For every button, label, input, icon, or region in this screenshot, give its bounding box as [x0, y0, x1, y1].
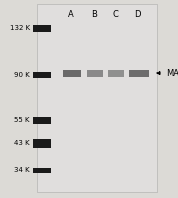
Text: 43 K: 43 K	[14, 140, 30, 146]
Text: 132 K: 132 K	[10, 25, 30, 31]
Bar	[33, 116, 51, 124]
Bar	[33, 138, 51, 148]
Bar	[63, 69, 81, 76]
Text: A: A	[68, 10, 74, 19]
Text: MALT1: MALT1	[166, 69, 178, 77]
Bar	[33, 72, 51, 78]
Bar	[129, 69, 149, 76]
Bar	[87, 69, 103, 76]
Text: 55 K: 55 K	[14, 117, 30, 123]
Text: 34 K: 34 K	[14, 167, 30, 173]
Text: C: C	[113, 10, 119, 19]
Text: D: D	[134, 10, 140, 19]
Text: 90 K: 90 K	[14, 72, 30, 78]
Bar	[33, 168, 51, 172]
Text: B: B	[91, 10, 97, 19]
Bar	[33, 25, 51, 31]
Bar	[108, 69, 124, 76]
Bar	[37, 4, 157, 192]
